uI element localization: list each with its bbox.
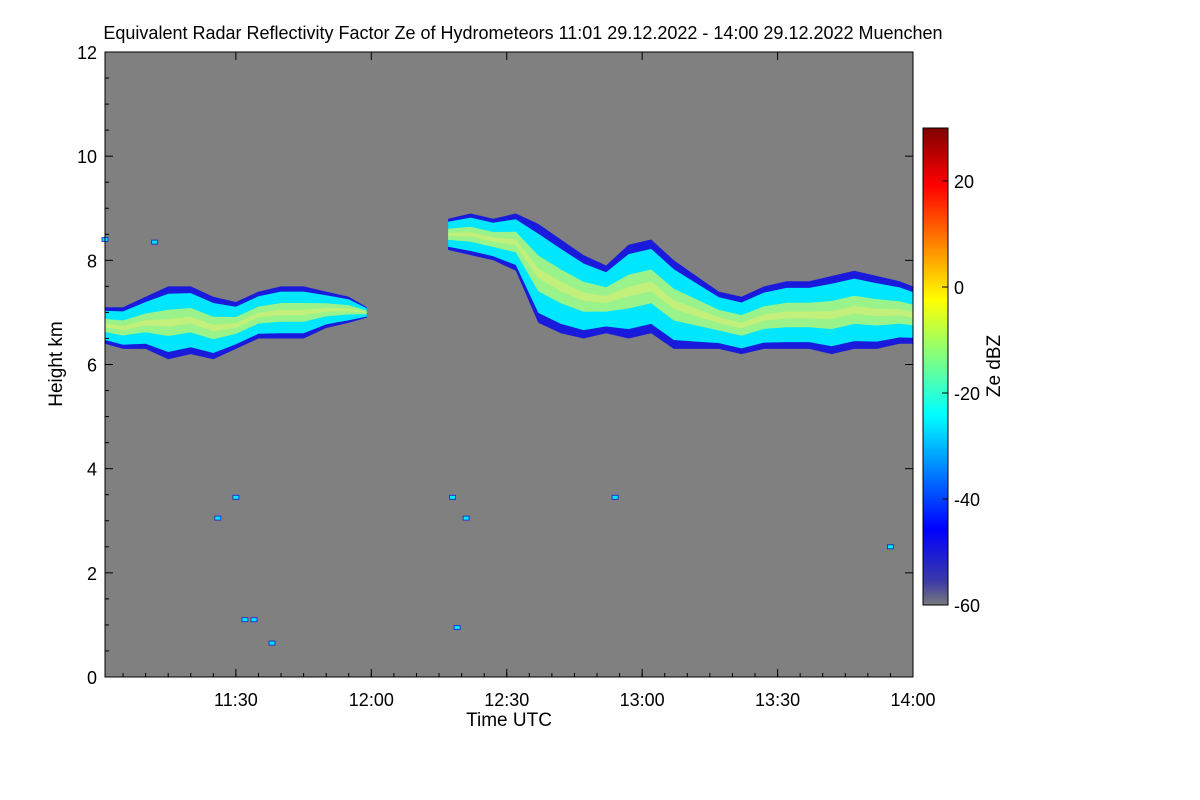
sparse-echo	[241, 617, 249, 623]
sparse-echo	[268, 640, 276, 646]
y-tick-label: 6	[87, 356, 97, 376]
x-tick-label: 12:30	[484, 690, 529, 710]
afternoon-layer-band-3	[448, 232, 913, 329]
y-tick-label: 4	[87, 460, 97, 480]
sparse-echo	[151, 239, 159, 245]
colorbar-tick-label: 20	[954, 172, 974, 192]
y-tick-label: 0	[87, 668, 97, 688]
y-tick-label: 10	[77, 147, 97, 167]
colorbar-ticks: 20 0 -20 -40 -60	[942, 172, 980, 616]
x-tick-label: 11:30	[214, 690, 258, 710]
y-tick-label: 8	[87, 251, 97, 271]
x-axis: 11:30 12:00 12:30 13:00 13:30 14:00	[122, 52, 936, 710]
colorbar-tick-label: 0	[954, 278, 964, 298]
sparse-echo	[250, 617, 258, 623]
y-tick-label: 12	[77, 43, 97, 63]
chart-title: Equivalent Radar Reflectivity Factor Ze …	[103, 23, 942, 43]
y-axis: 0 2 4 6 8 10 12	[77, 43, 913, 688]
sparse-echo	[611, 494, 619, 500]
y-axis-label: Height km	[46, 321, 67, 407]
morning-layer-band-3	[105, 308, 367, 332]
colorbar-gradient	[922, 127, 949, 606]
colorbar-tick-label: -20	[954, 384, 980, 404]
x-tick-label: 13:00	[620, 690, 665, 710]
sparse-echo	[232, 494, 240, 500]
colorbar-tick-label: -60	[954, 596, 980, 616]
colorbar-tick-label: -40	[954, 490, 980, 510]
sparse-echo	[887, 544, 894, 550]
colorbar: 20 0 -20 -40 -60 Ze dBZ	[922, 127, 1005, 616]
plot-background	[105, 52, 913, 677]
x-tick-label: 13:30	[755, 690, 800, 710]
x-tick-label: 12:00	[349, 690, 394, 710]
x-tick-label: 14:00	[890, 690, 935, 710]
colorbar-label: Ze dBZ	[984, 334, 1005, 397]
cloud-echoes	[105, 213, 913, 360]
y-tick-label: 2	[87, 564, 97, 584]
plot-area	[101, 51, 914, 678]
afternoon-layer-band-2	[448, 226, 913, 336]
sparse-echo	[449, 494, 457, 500]
sparse-echo	[453, 625, 461, 630]
x-axis-label: Time UTC	[466, 710, 552, 731]
sparse-echo	[214, 515, 222, 521]
sparse-echo	[462, 515, 470, 521]
